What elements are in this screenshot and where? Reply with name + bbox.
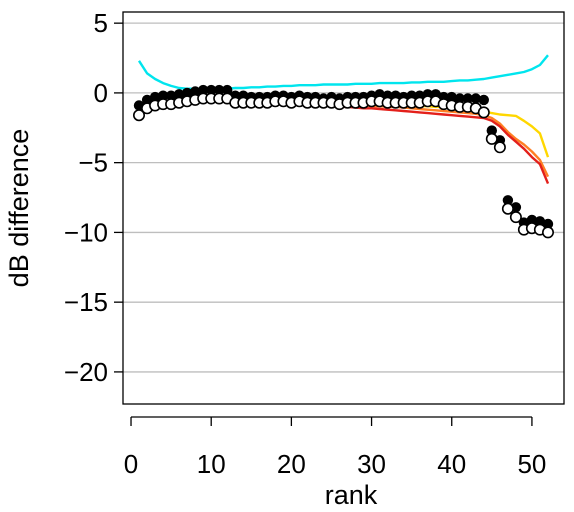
data-point [157, 90, 169, 101]
data-point [493, 141, 506, 154]
data-point [190, 86, 201, 97]
x-axis-title: rank [325, 480, 378, 510]
x-tick-label: 10 [197, 449, 226, 479]
data-point [446, 91, 457, 103]
data-point [214, 84, 225, 96]
x-tick-label: 40 [437, 449, 466, 479]
series-line-1 [137, 54, 549, 90]
data-point [470, 93, 481, 104]
y-tick-label: 0 [94, 78, 108, 108]
series-points-6 [133, 92, 554, 239]
data-point [541, 226, 554, 239]
y-axis: 5 0 −5 −10 −15 −20 [64, 8, 123, 387]
data-point [222, 84, 233, 96]
data-point [485, 132, 498, 145]
plot-frame [122, 11, 565, 405]
data-point [165, 90, 177, 101]
data-point [462, 93, 473, 104]
x-tick-label: 30 [357, 449, 386, 479]
data-point [133, 109, 146, 122]
data-point [478, 94, 489, 106]
x-axis: 0 10 20 30 40 50 [124, 416, 546, 479]
y-tick-label: −5 [78, 148, 108, 178]
data-point [173, 89, 185, 100]
data-point [477, 106, 490, 119]
data-point [198, 84, 209, 96]
data-point [534, 216, 546, 227]
data-point [526, 214, 538, 226]
data-point [502, 195, 514, 206]
x-tick-label: 20 [277, 449, 306, 479]
data-point [501, 202, 514, 215]
series-layer [133, 54, 554, 239]
data-point [206, 84, 217, 96]
y-axis-title: dB difference [4, 129, 34, 288]
data-point [486, 125, 497, 136]
data-point [454, 93, 465, 104]
y-tick-label: 5 [94, 8, 108, 38]
data-point [542, 218, 554, 230]
data-point [141, 94, 153, 106]
data-point [181, 87, 193, 99]
data-point [149, 91, 161, 103]
y-tick-label: −20 [64, 357, 108, 387]
x-tick-label: 50 [517, 449, 546, 479]
x-tick-label: 0 [124, 449, 138, 479]
y-tick-label: −15 [64, 287, 108, 317]
data-point [509, 211, 522, 224]
y-tick-label: −10 [64, 217, 108, 247]
